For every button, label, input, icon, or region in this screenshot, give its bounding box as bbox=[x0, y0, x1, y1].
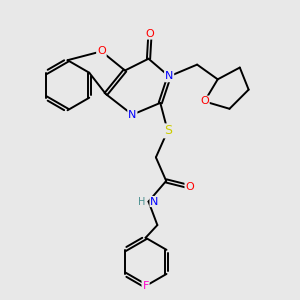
Text: H: H bbox=[138, 196, 145, 206]
Text: O: O bbox=[200, 96, 209, 106]
Text: N: N bbox=[128, 110, 136, 120]
Text: S: S bbox=[164, 124, 172, 137]
Text: F: F bbox=[142, 281, 149, 291]
Text: N: N bbox=[150, 196, 158, 206]
Text: O: O bbox=[146, 29, 154, 39]
Text: N: N bbox=[165, 71, 173, 81]
Text: O: O bbox=[97, 46, 106, 56]
Text: O: O bbox=[185, 182, 194, 192]
